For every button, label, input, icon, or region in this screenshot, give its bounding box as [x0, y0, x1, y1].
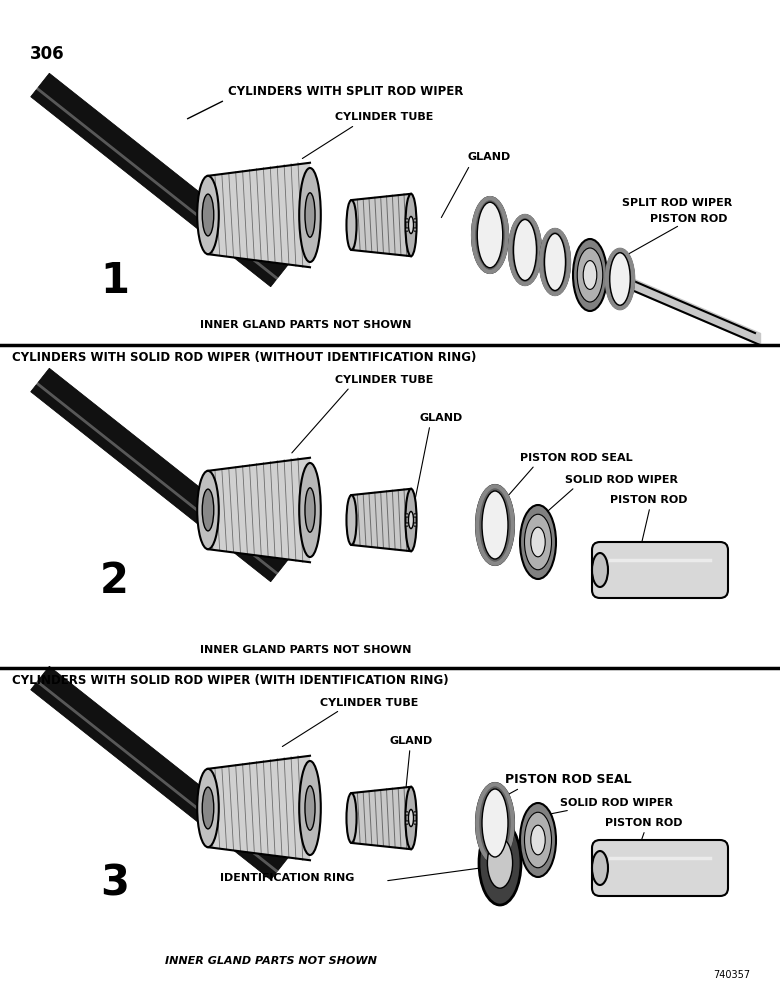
Text: CYLINDERS WITH SOLID ROD WIPER (WITH IDENTIFICATION RING): CYLINDERS WITH SOLID ROD WIPER (WITH IDE… [12, 674, 448, 687]
Ellipse shape [197, 769, 219, 847]
Ellipse shape [577, 248, 603, 302]
Text: IDENTIFICATION RING: IDENTIFICATION RING [220, 873, 354, 883]
Ellipse shape [513, 220, 537, 280]
Ellipse shape [305, 193, 315, 237]
Text: INNER GLAND PARTS NOT SHOWN: INNER GLAND PARTS NOT SHOWN [200, 320, 411, 330]
Ellipse shape [509, 215, 541, 285]
FancyBboxPatch shape [592, 840, 728, 896]
Polygon shape [208, 458, 310, 562]
Ellipse shape [406, 489, 417, 551]
Text: SOLID ROD WIPER: SOLID ROD WIPER [565, 475, 678, 485]
Ellipse shape [573, 239, 607, 311]
Ellipse shape [479, 821, 521, 905]
Polygon shape [208, 163, 310, 267]
Ellipse shape [524, 514, 551, 570]
Text: GLAND: GLAND [420, 413, 463, 423]
Text: PISTON ROD SEAL: PISTON ROD SEAL [520, 453, 633, 463]
Text: 740357: 740357 [713, 970, 750, 980]
Text: PISTON ROD: PISTON ROD [605, 818, 682, 828]
Ellipse shape [406, 812, 408, 815]
Polygon shape [30, 368, 289, 582]
Ellipse shape [409, 511, 413, 529]
Ellipse shape [202, 194, 214, 236]
Text: CYLINDER TUBE: CYLINDER TUBE [335, 112, 434, 122]
Ellipse shape [197, 471, 219, 549]
Ellipse shape [531, 825, 545, 855]
Text: GLAND: GLAND [468, 152, 511, 162]
Ellipse shape [540, 229, 570, 295]
Ellipse shape [409, 216, 413, 234]
Ellipse shape [346, 793, 356, 843]
Text: CYLINDERS WITH SPLIT ROD WIPER: CYLINDERS WITH SPLIT ROD WIPER [228, 85, 463, 98]
Ellipse shape [406, 821, 408, 824]
Text: SPLIT ROD WIPER: SPLIT ROD WIPER [622, 198, 732, 208]
Ellipse shape [524, 812, 551, 868]
Ellipse shape [305, 786, 315, 830]
Ellipse shape [406, 787, 417, 849]
Ellipse shape [476, 783, 514, 863]
Text: INNER GLAND PARTS NOT SHOWN: INNER GLAND PARTS NOT SHOWN [165, 956, 377, 966]
Ellipse shape [197, 176, 219, 254]
Ellipse shape [300, 463, 321, 557]
Ellipse shape [520, 505, 556, 579]
Ellipse shape [414, 812, 416, 815]
Ellipse shape [482, 789, 508, 857]
Text: CYLINDER TUBE: CYLINDER TUBE [320, 698, 418, 708]
FancyBboxPatch shape [592, 542, 728, 598]
Ellipse shape [477, 202, 503, 268]
Ellipse shape [414, 228, 416, 231]
Ellipse shape [406, 219, 408, 222]
Ellipse shape [610, 253, 630, 305]
Ellipse shape [406, 523, 408, 526]
Ellipse shape [300, 168, 321, 262]
Polygon shape [352, 787, 411, 849]
Polygon shape [208, 756, 310, 860]
Polygon shape [352, 489, 411, 551]
Ellipse shape [414, 219, 416, 222]
Polygon shape [30, 73, 289, 287]
Text: SOLID ROD WIPER: SOLID ROD WIPER [560, 798, 673, 808]
Text: CYLINDER TUBE: CYLINDER TUBE [335, 375, 434, 385]
Ellipse shape [406, 194, 417, 256]
Polygon shape [30, 666, 289, 880]
Text: PISTON ROD: PISTON ROD [610, 495, 687, 505]
Ellipse shape [202, 489, 214, 531]
Text: INNER GLAND PARTS NOT SHOWN: INNER GLAND PARTS NOT SHOWN [200, 645, 411, 655]
Ellipse shape [520, 803, 556, 877]
Ellipse shape [592, 553, 608, 587]
Ellipse shape [544, 233, 566, 290]
Ellipse shape [346, 200, 356, 250]
Ellipse shape [414, 821, 416, 824]
Ellipse shape [406, 514, 408, 517]
Ellipse shape [409, 809, 413, 827]
Ellipse shape [583, 261, 597, 289]
Text: 3: 3 [100, 863, 129, 905]
Ellipse shape [346, 495, 356, 545]
Text: 2: 2 [100, 560, 129, 602]
Ellipse shape [476, 485, 514, 565]
Ellipse shape [482, 491, 508, 559]
Ellipse shape [531, 527, 545, 557]
Ellipse shape [488, 838, 512, 888]
Ellipse shape [406, 228, 408, 231]
Polygon shape [352, 194, 411, 256]
Text: CYLINDERS WITH SOLID ROD WIPER (WITHOUT IDENTIFICATION RING): CYLINDERS WITH SOLID ROD WIPER (WITHOUT … [12, 351, 477, 364]
Text: PISTON ROD: PISTON ROD [650, 214, 728, 224]
Ellipse shape [300, 761, 321, 855]
Text: 1: 1 [100, 260, 129, 302]
Ellipse shape [472, 197, 508, 273]
Text: 306: 306 [30, 45, 65, 63]
Ellipse shape [414, 523, 416, 526]
Text: GLAND: GLAND [390, 736, 433, 746]
Text: PISTON ROD SEAL: PISTON ROD SEAL [505, 773, 632, 786]
Ellipse shape [202, 787, 214, 829]
Ellipse shape [305, 488, 315, 532]
Ellipse shape [414, 514, 416, 517]
Ellipse shape [606, 249, 634, 309]
Ellipse shape [592, 851, 608, 885]
